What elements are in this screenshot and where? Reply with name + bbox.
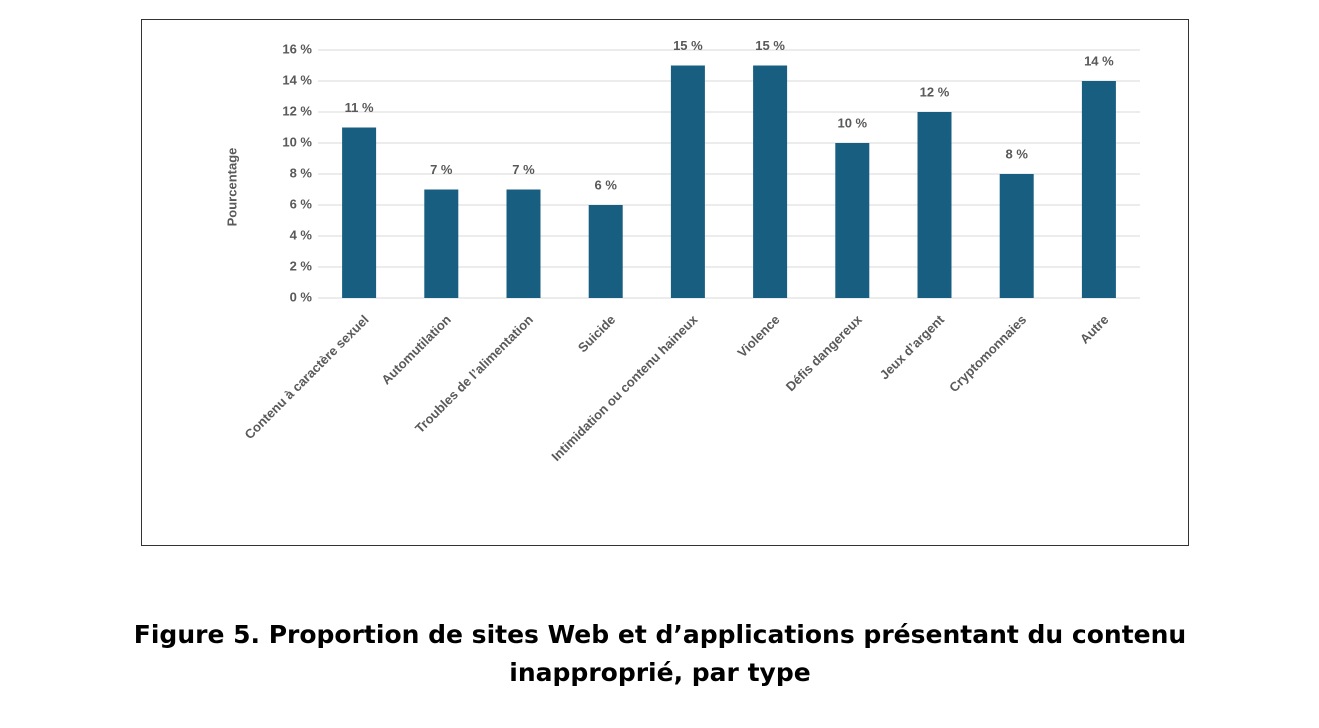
x-tick-label: Contenu à caractère sexuel	[241, 312, 371, 442]
x-tick-label: Jeux d’argent	[877, 311, 948, 382]
bar	[1081, 81, 1116, 298]
data-label: 15 %	[673, 38, 703, 53]
bar	[506, 189, 541, 298]
data-label: 6 %	[594, 177, 617, 192]
y-tick-label: 2 %	[290, 258, 313, 273]
bar	[424, 189, 459, 298]
bar	[342, 127, 377, 298]
x-tick-label: Cryptomonnaies	[946, 312, 1029, 395]
chart-frame	[141, 19, 1189, 546]
y-tick-label: 16 %	[282, 41, 312, 56]
y-tick-label: 12 %	[282, 103, 312, 118]
chart: Pourcentage 0 % 2 % 4 % 6 % 8 % 10 % 12 % 14 % 1…	[141, 19, 1189, 546]
figure-caption: Figure 5. Proportion de sites Web et d’a…	[133, 620, 1187, 687]
bar	[835, 143, 870, 298]
bar	[588, 205, 623, 298]
y-axis-label: Pourcentage	[224, 148, 239, 227]
data-label: 14 %	[1084, 53, 1114, 68]
x-tick-label: Suicide	[575, 312, 618, 355]
data-label: 11 %	[345, 100, 374, 115]
y-tick-label: 10 %	[282, 134, 312, 149]
bar	[999, 174, 1034, 298]
x-tick-label: Intimidation ou contenu haineux	[548, 311, 701, 464]
bar	[917, 112, 952, 298]
y-tick-label: 4 %	[290, 227, 313, 242]
y-tick-label: 0 %	[290, 289, 313, 304]
data-label: 8 %	[1005, 146, 1028, 161]
data-label: 7 %	[430, 162, 453, 177]
data-label: 12 %	[920, 84, 950, 99]
data-label: 10 %	[837, 115, 867, 130]
data-label: 7 %	[512, 162, 535, 177]
bar	[670, 65, 705, 298]
bar	[753, 65, 788, 298]
data-label: 15 %	[755, 38, 785, 53]
x-tick-label: Défis dangereux	[783, 311, 866, 394]
y-tick-label: 6 %	[290, 196, 313, 211]
x-tick-label: Autre	[1077, 312, 1112, 347]
y-tick-label: 8 %	[290, 165, 313, 180]
x-tick-label: Violence	[734, 312, 782, 360]
x-tick-label: Automutilation	[378, 312, 453, 387]
y-tick-label: 14 %	[282, 72, 312, 87]
